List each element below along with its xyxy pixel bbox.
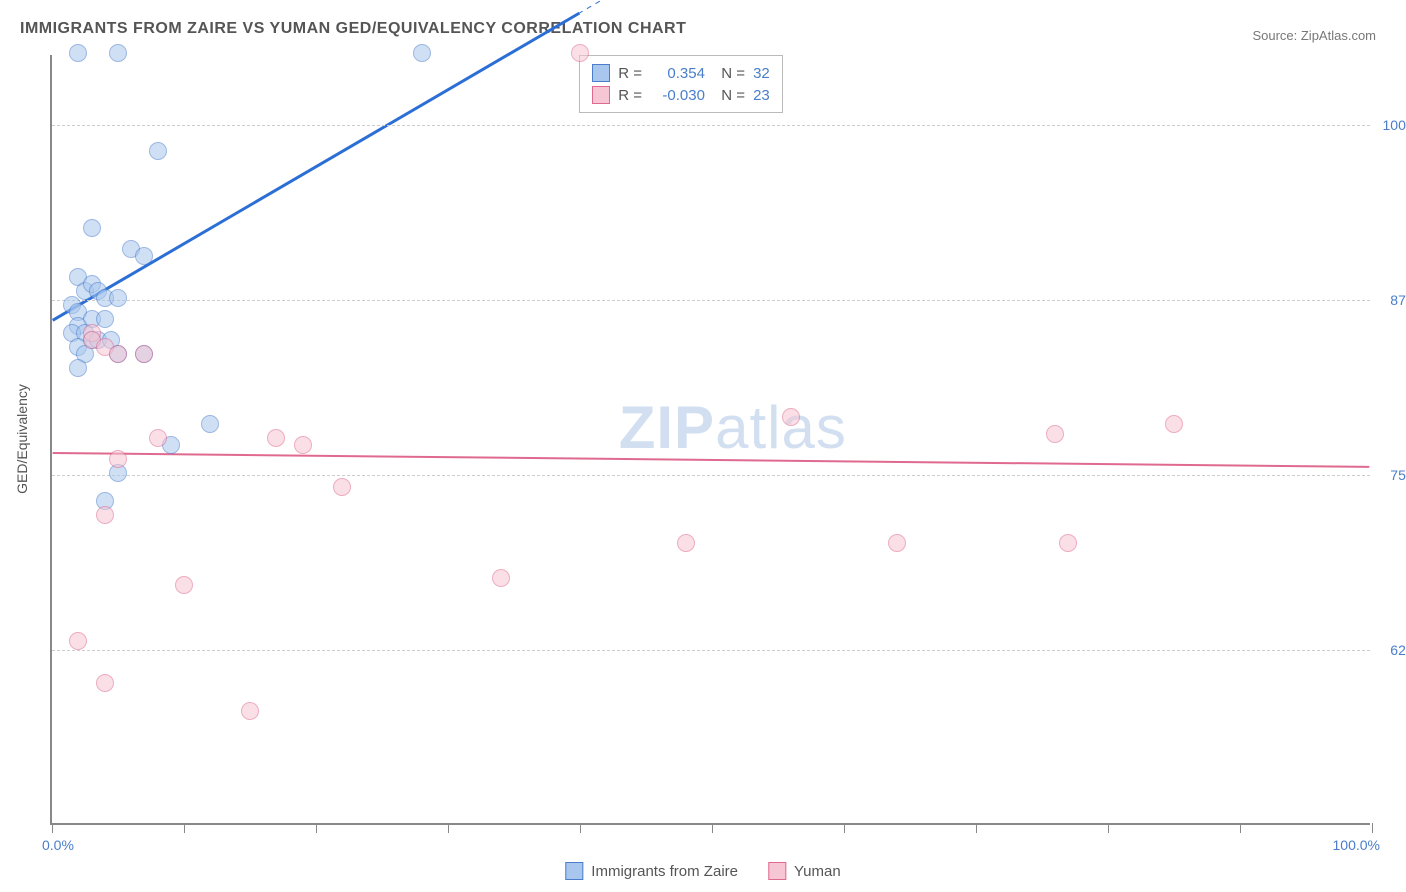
data-point (135, 247, 153, 265)
trendline (53, 453, 1370, 467)
x-tick (976, 823, 977, 833)
data-point (413, 44, 431, 62)
correlation-row: R = -0.030 N = 23 (592, 84, 770, 106)
data-point (69, 44, 87, 62)
x-tick (316, 823, 317, 833)
data-point (96, 506, 114, 524)
legend-swatch-yuman (768, 862, 786, 880)
x-axis-min: 0.0% (42, 837, 74, 853)
r-label: R = (618, 65, 642, 82)
y-tick-label: 87.5% (1390, 292, 1406, 308)
data-point (135, 345, 153, 363)
trendline-extension (53, 0, 1370, 320)
trendline-extension (53, 453, 1370, 467)
watermark: ZIPatlas (619, 393, 847, 462)
data-point (241, 702, 259, 720)
r-value: -0.030 (650, 87, 705, 104)
data-point (333, 478, 351, 496)
legend-label-yuman: Yuman (794, 863, 841, 880)
data-point (109, 450, 127, 468)
y-axis-label: GED/Equivalency (14, 384, 30, 494)
correlation-box: R = 0.354 N = 32 R = -0.030 N = 23 (579, 55, 783, 113)
watermark-zip: ZIP (619, 394, 715, 461)
x-tick (52, 823, 53, 833)
y-tick-label: 100.0% (1383, 117, 1406, 133)
data-point (782, 408, 800, 426)
data-point (149, 142, 167, 160)
x-tick (1108, 823, 1109, 833)
n-value: 23 (753, 87, 770, 104)
gridline (52, 300, 1370, 301)
data-point (492, 569, 510, 587)
y-tick-label: 62.5% (1390, 642, 1406, 658)
r-value: 0.354 (650, 65, 705, 82)
x-tick (580, 823, 581, 833)
n-label: N = (713, 87, 745, 104)
data-point (96, 310, 114, 328)
data-point (1059, 534, 1077, 552)
data-point (69, 632, 87, 650)
chart-title: IMMIGRANTS FROM ZAIRE VS YUMAN GED/EQUIV… (20, 20, 686, 38)
n-value: 32 (753, 65, 770, 82)
x-axis-max: 100.0% (1333, 837, 1380, 853)
x-tick (1240, 823, 1241, 833)
y-tick-label: 75.0% (1390, 467, 1406, 483)
data-point (1165, 415, 1183, 433)
trendline (53, 13, 580, 320)
r-label: R = (618, 87, 642, 104)
x-tick (712, 823, 713, 833)
data-point (677, 534, 695, 552)
data-point (69, 359, 87, 377)
data-point (175, 576, 193, 594)
data-point (109, 289, 127, 307)
x-tick (844, 823, 845, 833)
gridline (52, 650, 1370, 651)
data-point (888, 534, 906, 552)
plot-area: GED/Equivalency 0.0% 100.0% ZIPatlas R =… (50, 55, 1370, 825)
correlation-row: R = 0.354 N = 32 (592, 62, 770, 84)
gridline (52, 125, 1370, 126)
x-tick (1372, 823, 1373, 833)
correlation-swatch (592, 86, 610, 104)
source-attribution: Source: ZipAtlas.com (1252, 28, 1376, 43)
data-point (109, 345, 127, 363)
n-label: N = (713, 65, 745, 82)
x-tick (184, 823, 185, 833)
legend-item-zaire: Immigrants from Zaire (565, 862, 738, 880)
data-point (83, 219, 101, 237)
data-point (201, 415, 219, 433)
data-point (109, 44, 127, 62)
watermark-atlas: atlas (715, 394, 847, 461)
data-point (571, 44, 589, 62)
legend-label-zaire: Immigrants from Zaire (591, 863, 738, 880)
gridline (52, 475, 1370, 476)
legend-item-yuman: Yuman (768, 862, 841, 880)
data-point (96, 674, 114, 692)
data-point (149, 429, 167, 447)
data-point (267, 429, 285, 447)
legend-swatch-zaire (565, 862, 583, 880)
data-point (1046, 425, 1064, 443)
x-tick (448, 823, 449, 833)
data-point (294, 436, 312, 454)
correlation-swatch (592, 64, 610, 82)
bottom-legend: Immigrants from Zaire Yuman (565, 862, 840, 880)
